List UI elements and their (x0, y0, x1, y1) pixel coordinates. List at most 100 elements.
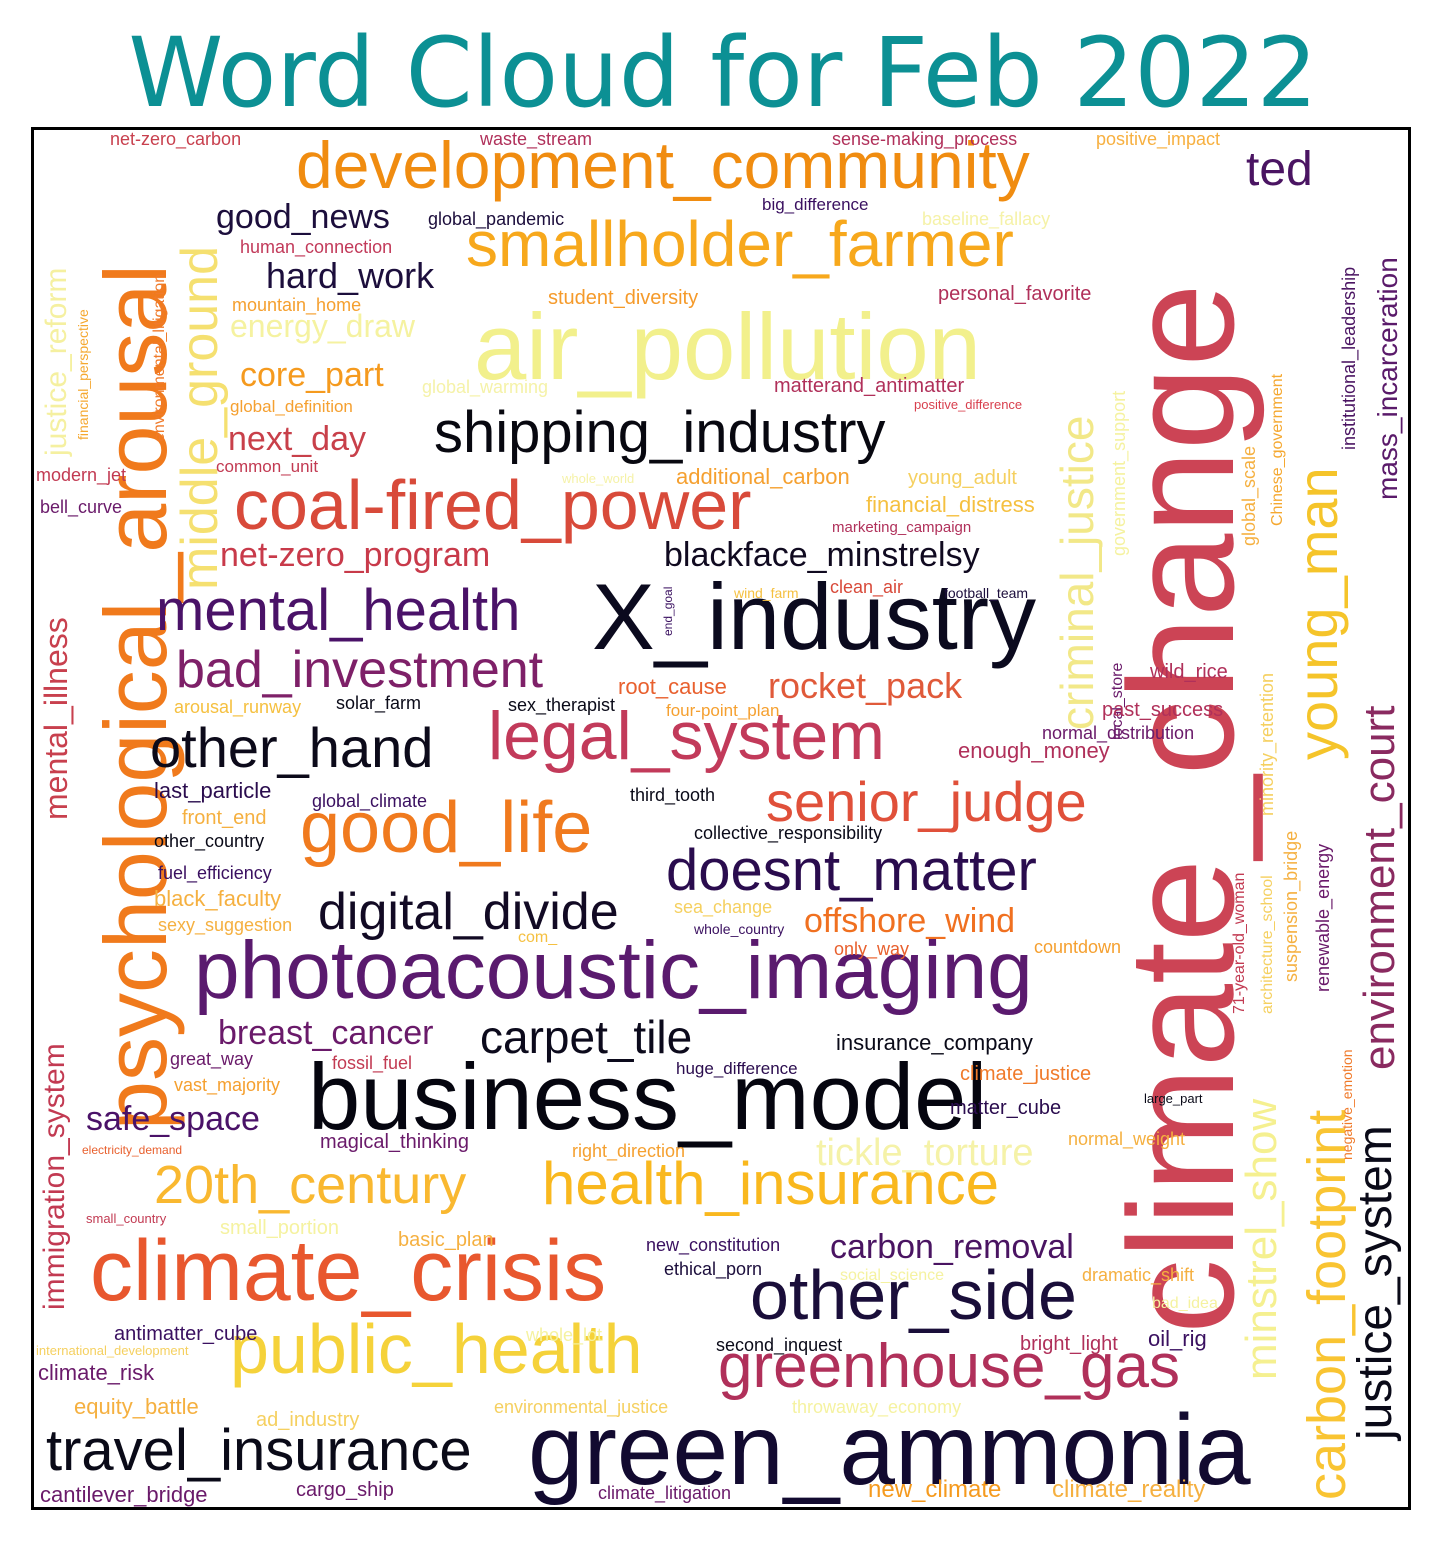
word: health_insurance (542, 1150, 1000, 1217)
word: electricity_demand (82, 1143, 183, 1157)
word-cloud-panel: climate_change air_pollution psychologic… (31, 127, 1411, 1510)
word: big_difference (762, 195, 869, 214)
word: 71-year-old_woman (1231, 872, 1248, 1014)
word: additional_carbon (676, 464, 850, 489)
word: antimatter_cube (114, 1323, 258, 1345)
word: business_model (308, 1044, 988, 1149)
word: carpet_tile (480, 1011, 693, 1063)
word: ted (1246, 143, 1313, 196)
word: wild_rice (1150, 661, 1228, 683)
word: great_way (170, 1049, 254, 1069)
word: other_country (154, 831, 265, 851)
word: right_direction (572, 1141, 686, 1161)
word: mass_incarceration (1372, 257, 1403, 500)
word: small_portion (220, 1217, 339, 1239)
word: other_side (750, 1256, 1077, 1334)
word: magical_thinking (320, 1131, 469, 1153)
word: mental_health (156, 578, 521, 643)
word: tickle_torture (816, 1132, 1034, 1174)
word: fuel_efficiency (158, 863, 272, 883)
word: global_definition (230, 397, 353, 416)
word: clean_air (830, 577, 904, 597)
word: wind_farm (734, 585, 799, 601)
word: architecture_school (1259, 875, 1276, 1014)
word: legal_system (488, 698, 885, 774)
word: collective_responsibility (694, 823, 883, 843)
word: green_ammonia (528, 1394, 1251, 1506)
word: young_man (1286, 467, 1349, 760)
word: climate_risk (38, 1360, 155, 1385)
word: climate_litigation (598, 1483, 732, 1503)
word: whole_country (694, 921, 785, 937)
word: whole_lot (526, 1325, 603, 1345)
word: Chinese_government (1269, 373, 1286, 526)
word: new_climate (868, 1476, 1002, 1503)
word: carbon_removal (830, 1228, 1074, 1266)
word: institutional_leadership (1339, 266, 1359, 450)
word: bad_investment (176, 641, 544, 699)
word: X_industry (592, 564, 1037, 669)
word: middle_ground (171, 245, 229, 590)
word: four-point_plan (666, 701, 780, 720)
word: photoacoustic_imaging (194, 925, 1033, 1016)
word: cargo_ship (296, 1479, 394, 1501)
word: criminal_justice (1051, 415, 1103, 730)
word: end_goal (661, 586, 675, 636)
word: huge_difference (676, 1059, 798, 1078)
word: student_diversity (548, 287, 699, 309)
word: greenhouse_gas (718, 1332, 1180, 1401)
word: climate_crisis (90, 1223, 607, 1319)
word: matter_cube (950, 1097, 1062, 1119)
word: minority_retention (1257, 672, 1277, 816)
word: financial_perspective (75, 309, 91, 440)
word: financial_distress (866, 492, 1035, 517)
word: government_support (1109, 390, 1129, 556)
word: past_success (1102, 699, 1224, 721)
word: carbon_footprint (1297, 1109, 1357, 1500)
word: sexy_suggestion (158, 915, 293, 935)
word: solar_farm (336, 693, 422, 713)
word: global_climate (312, 791, 428, 811)
word: mental_illness (38, 617, 74, 820)
word: small_country (86, 1211, 167, 1226)
word: modern_jet (36, 465, 127, 485)
word: com_ (518, 929, 558, 946)
word: whole_world (562, 471, 635, 486)
word: third_tooth (630, 785, 716, 805)
word: front_end (182, 807, 267, 829)
word: normal_weight (1068, 1129, 1186, 1149)
word: environment_court (1355, 705, 1404, 1070)
word: positive_difference (914, 397, 1023, 412)
word: minstrel_show (1237, 1098, 1286, 1380)
word: new_constitution (646, 1235, 781, 1255)
word: climate_reality (1052, 1476, 1206, 1503)
word: global_warming (422, 377, 549, 397)
word: hard_work (266, 255, 435, 296)
word: public_health (230, 1310, 643, 1388)
word: last_particle (154, 778, 272, 803)
word: development_community (296, 128, 1030, 202)
word: dramatic_shift (1082, 1265, 1195, 1285)
word: senior_judge (766, 770, 1087, 833)
word: human_connection (240, 237, 393, 257)
word: only_way (834, 939, 910, 959)
word: justice_reform (40, 267, 73, 456)
word: suspension_bridge (1281, 830, 1301, 982)
word: global_scale (1239, 445, 1259, 546)
word: sense-making_process (832, 129, 1018, 149)
word: bad_idea (1152, 1295, 1218, 1312)
word: normal_distribution (1042, 723, 1195, 743)
word: marketing_campaign (832, 519, 972, 536)
word: environmental_justice (494, 1397, 669, 1417)
word: ad_industry (256, 1409, 360, 1431)
word: net-zero_carbon (110, 129, 242, 149)
word: international_development (36, 1343, 189, 1358)
word: waste_stream (480, 129, 593, 149)
word: core_part (240, 356, 384, 394)
word: insurance_company (836, 1030, 1033, 1055)
word: personal_favorite (938, 283, 1092, 305)
word: global_pandemic (428, 209, 565, 229)
word: doesnt_matter (666, 838, 1037, 903)
word: black_faculty (154, 886, 282, 911)
word: common_unit (216, 457, 319, 476)
